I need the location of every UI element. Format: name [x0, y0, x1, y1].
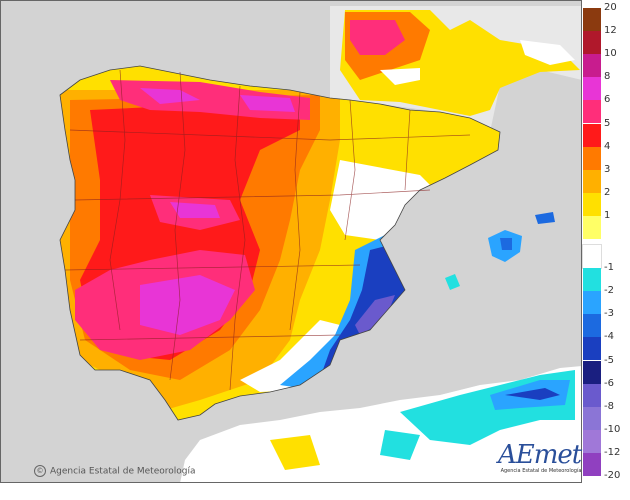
mallorca-core	[500, 238, 512, 250]
anomaly-magenta-center	[170, 202, 220, 218]
legend-swatch	[583, 429, 601, 453]
legend-swatch	[583, 123, 601, 147]
ibiza	[445, 274, 460, 290]
legend-label: -20	[604, 470, 621, 481]
legend-label: 1	[604, 209, 611, 221]
legend-swatch	[583, 146, 601, 170]
legend-swatch	[583, 268, 601, 292]
logo-subtitle: Agencia Estatal de Meteorología	[500, 468, 582, 474]
legend-label: 20	[604, 2, 617, 13]
legend-label: -4	[604, 331, 614, 343]
legend-swatch	[583, 215, 601, 239]
africa-warm-patch	[270, 435, 320, 470]
aemet-logo: AEmet Agencia Estatal de Meteorología	[496, 440, 582, 480]
legend-swatch	[583, 314, 601, 338]
legend-label: 6	[604, 94, 611, 106]
color-legend: 20 12 10 8 6 5 4 3 2 1 -1 -2 -3 -4 -5 -6 -8 -10 -12 -20	[582, 2, 628, 481]
legend-label: 12	[604, 25, 617, 37]
legend-label: -8	[604, 400, 614, 412]
legend-swatch	[583, 406, 601, 430]
legend-swatch	[583, 291, 601, 315]
legend-swatch	[583, 31, 601, 55]
province-borders	[64, 69, 471, 391]
legend-swatch	[583, 169, 601, 193]
legend-label: -3	[604, 308, 614, 320]
legend-label: -12	[604, 446, 621, 458]
legend-label: -1	[604, 262, 614, 274]
legend-swatch	[583, 100, 601, 124]
copyright-icon: ©	[34, 465, 46, 477]
legend-label: 2	[604, 186, 611, 198]
credit-line: © Agencia Estatal de Meteorología	[34, 465, 196, 477]
legend-swatch	[582, 243, 602, 270]
france-cool-patch	[380, 68, 420, 85]
anomaly-cold-purple	[355, 295, 395, 335]
legend-swatch	[583, 360, 601, 384]
legend-label: 3	[604, 163, 611, 175]
legend-label: -10	[604, 423, 621, 435]
legend-swatch	[583, 77, 601, 101]
map-frame	[0, 0, 582, 483]
legend-label: -2	[604, 285, 614, 297]
anomaly-magenta-north-2	[240, 95, 295, 112]
legend-swatch	[583, 452, 601, 476]
legend-swatch	[583, 54, 601, 78]
anomaly-magenta-north	[140, 88, 200, 104]
france-cool-patch-2	[520, 40, 575, 65]
legend-label: 4	[604, 140, 611, 152]
legend-label: 5	[604, 117, 611, 129]
legend-label: 10	[604, 48, 617, 60]
iberia-coastline	[59, 65, 501, 421]
anomaly-neutral-east	[330, 160, 440, 240]
legend-swatch	[583, 337, 601, 361]
legend-label: -5	[604, 354, 614, 366]
africa-cold-deep	[505, 388, 560, 400]
legend-label: -6	[604, 377, 614, 389]
france-anomaly-hot	[350, 20, 405, 55]
anomaly-magenta-south	[140, 275, 235, 335]
africa-cyan-patch	[380, 430, 420, 460]
credit-text: Agencia Estatal de Meteorología	[50, 466, 196, 477]
legend-swatch	[583, 383, 601, 407]
menorca	[535, 212, 555, 224]
legend-swatch	[583, 8, 601, 32]
legend-swatch	[583, 192, 601, 216]
legend-label: 8	[604, 71, 611, 83]
logo-brand: AEmet	[498, 440, 582, 470]
